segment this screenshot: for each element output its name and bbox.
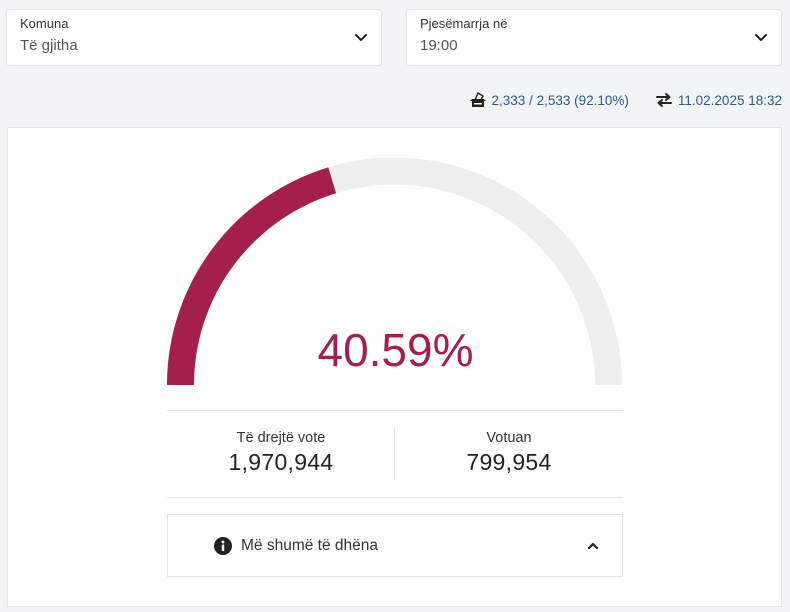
- updated-timestamp: 11.02.2025 18:32: [677, 92, 782, 108]
- ballot-box-icon: [469, 92, 486, 107]
- stats-row: 2,333 / 2,533 (92.10%) 11.02.2025 18:32: [469, 90, 782, 110]
- exchange-arrows-icon: [655, 93, 672, 107]
- municipality-select-label: Komuna: [20, 16, 69, 31]
- gauge-fill: [167, 167, 337, 386]
- turnout-card: 40.59% Të drejtë vote 1,970,944 Votuan 7…: [7, 127, 782, 607]
- voted-metric: Votuan 799,954: [395, 430, 623, 476]
- updated-stat: 11.02.2025 18:32: [655, 92, 782, 108]
- info-icon: [214, 537, 232, 555]
- more-info-label: Më shumë të dhëna: [241, 537, 379, 554]
- eligible-voters-metric: Të drejtë vote 1,970,944: [167, 430, 395, 476]
- municipality-select-value: Të gjitha: [20, 37, 78, 54]
- polling-stations-text: 2,333 / 2,533 (92.10%): [491, 92, 629, 108]
- turnout-time-select-label: Pjesëmarrja në: [420, 16, 508, 31]
- more-info-toggle[interactable]: Më shumë të dhëna: [167, 514, 623, 577]
- chevron-down-icon: [355, 34, 367, 41]
- chevron-up-icon: [587, 542, 599, 550]
- polling-stations-stat: 2,333 / 2,533 (92.10%): [469, 92, 629, 108]
- divider: [167, 410, 623, 411]
- divider: [167, 497, 623, 498]
- vertical-divider: [394, 427, 395, 479]
- chevron-down-icon: [755, 34, 767, 41]
- eligible-voters-label: Të drejtë vote: [236, 430, 326, 446]
- turnout-time-select-value: 19:00: [420, 37, 458, 54]
- eligible-voters-value: 1,970,944: [228, 449, 334, 475]
- voted-value: 799,954: [466, 449, 552, 475]
- municipality-select[interactable]: Komuna Të gjitha: [6, 9, 382, 66]
- turnout-percentage: 40.59%: [317, 324, 474, 376]
- turnout-time-select[interactable]: Pjesëmarrja në 19:00: [406, 9, 782, 66]
- turnout-gauge: [167, 157, 622, 386]
- voted-label: Votuan: [486, 430, 532, 446]
